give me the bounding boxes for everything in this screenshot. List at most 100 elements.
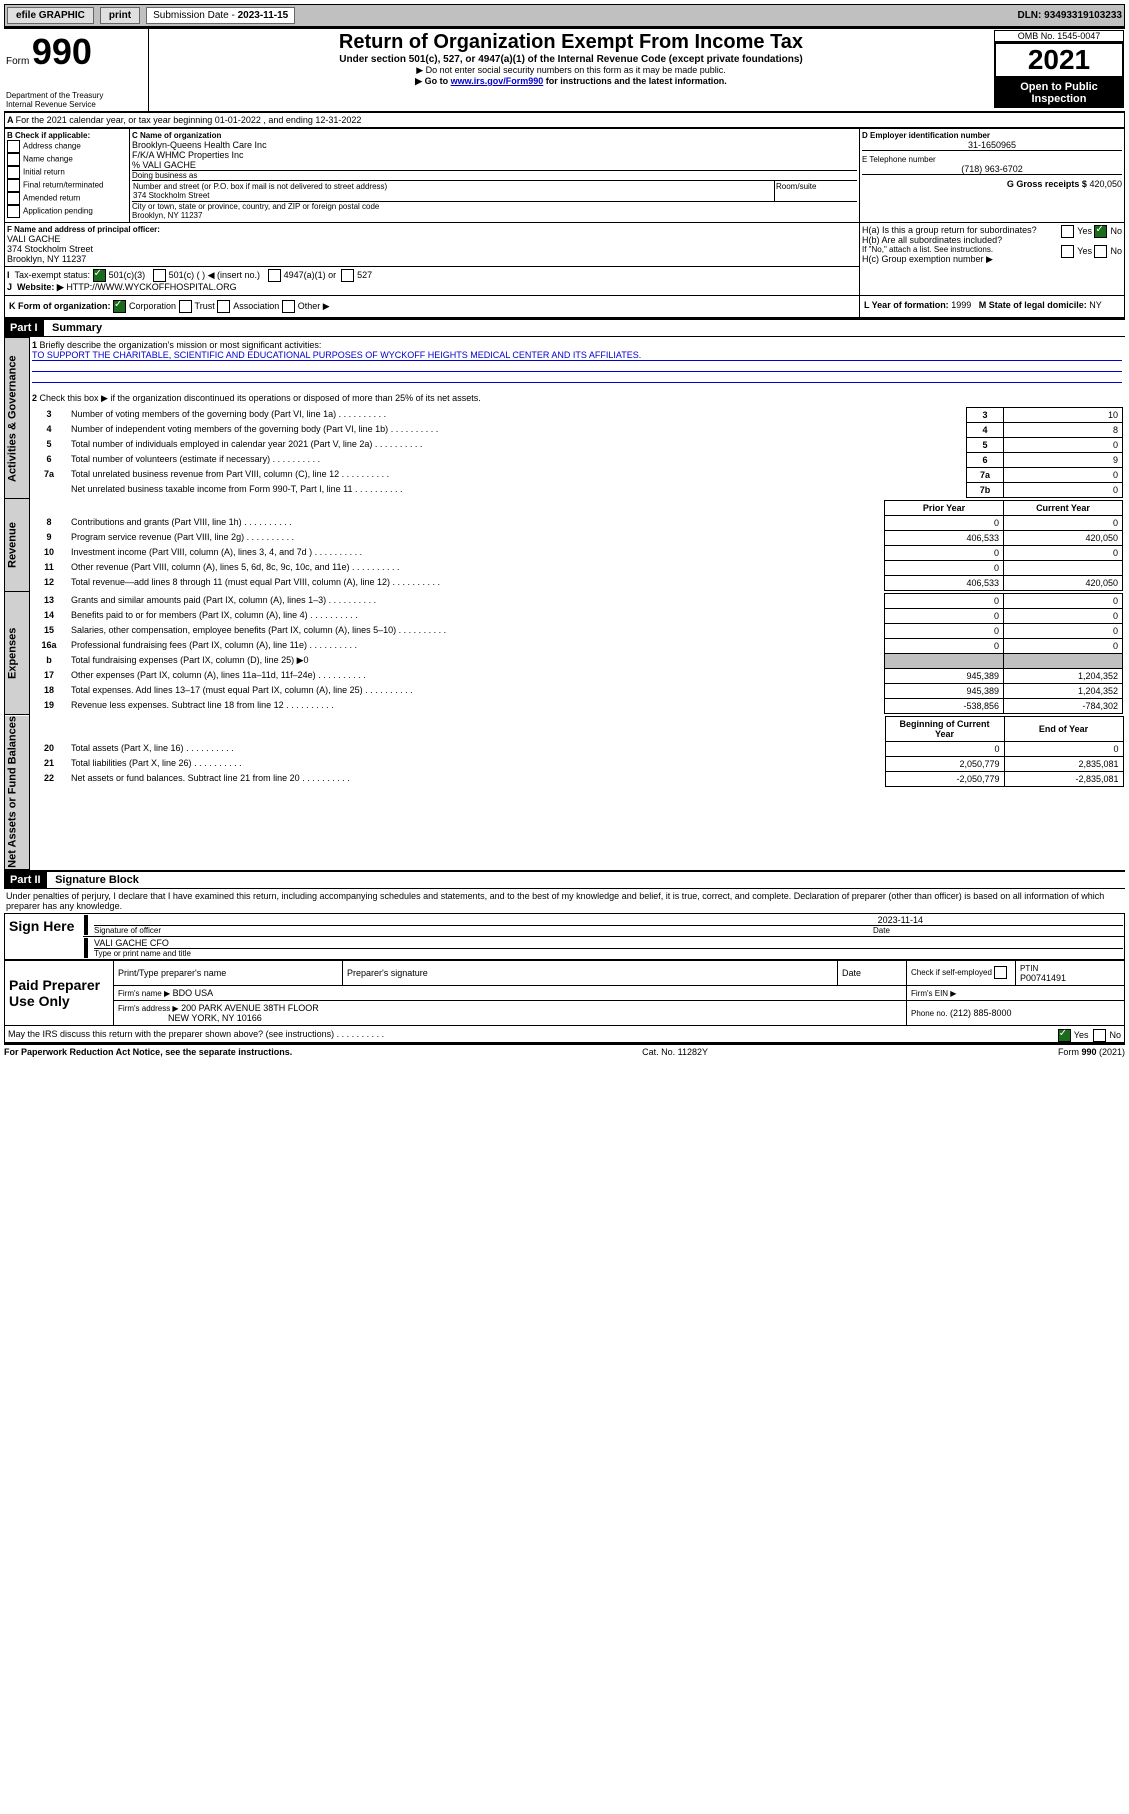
no-label2: No xyxy=(1110,246,1122,256)
org-line: % VALI GACHE xyxy=(132,160,857,170)
goto-pre: ▶ Go to xyxy=(415,76,450,86)
ha-no-checkbox[interactable] xyxy=(1094,225,1107,238)
l-val: 1999 xyxy=(951,300,971,310)
org-line: F/K/A WHMC Properties Inc xyxy=(132,150,857,160)
form-subtitle: Under section 501(c), 527, or 4947(a)(1)… xyxy=(157,54,985,65)
discuss-no-checkbox[interactable] xyxy=(1093,1029,1106,1042)
declaration: Under penalties of perjury, I declare th… xyxy=(4,889,1125,913)
paid-preparer-label: Paid Preparer Use Only xyxy=(5,960,114,1025)
tax-year-line: A For the 2021 calendar year, or tax yea… xyxy=(4,112,1125,128)
note-ssn: ▶ Do not enter social security numbers o… xyxy=(157,65,985,76)
4947-checkbox[interactable] xyxy=(268,269,281,282)
gross-receipts: 420,050 xyxy=(1089,179,1122,189)
firm-name-label: Firm's name ▶ xyxy=(118,989,170,998)
website-value: HTTP://WWW.WYCKOFFHOSPITAL.ORG xyxy=(66,282,236,292)
sign-here: Sign Here xyxy=(5,913,84,959)
q1: Briefly describe the organization's miss… xyxy=(40,340,322,350)
k-checkbox[interactable] xyxy=(217,300,230,313)
hb-no-checkbox[interactable] xyxy=(1094,245,1107,258)
print-button[interactable]: print xyxy=(100,7,140,24)
firm-addr-label: Firm's address ▶ xyxy=(118,1004,179,1013)
g-label: G Gross receipts $ xyxy=(1007,179,1087,189)
firm-phone: (212) 885-8000 xyxy=(950,1008,1012,1018)
k-checkbox[interactable] xyxy=(113,300,126,313)
officer-addr2: Brooklyn, NY 11237 xyxy=(7,254,857,264)
part1-header: Part I xyxy=(4,320,44,336)
officer-name-title: VALI GACHE CFO xyxy=(94,938,1123,948)
527-checkbox[interactable] xyxy=(341,269,354,282)
form-number: 990 xyxy=(32,31,92,72)
ha-yes-checkbox[interactable] xyxy=(1061,225,1074,238)
addr-value: 374 Stockholm Street xyxy=(133,191,209,200)
yes-label3: Yes xyxy=(1074,1030,1089,1040)
ha-label: H(a) Is this a group return for subordin… xyxy=(862,225,1037,235)
pp-name-label: Print/Type preparer's name xyxy=(114,960,343,985)
firm-addr2: NEW YORK, NY 10166 xyxy=(168,1013,262,1023)
dept-label: Department of the Treasury Internal Reve… xyxy=(6,91,146,109)
irs-link[interactable]: www.irs.gov/Form990 xyxy=(451,76,544,86)
officer-name: VALI GACHE xyxy=(7,234,857,244)
b-check[interactable] xyxy=(7,153,20,166)
entity-block: B Check if applicable: Address changeNam… xyxy=(4,128,1125,318)
part1-title: Summary xyxy=(46,322,102,334)
footer-left: For Paperwork Reduction Act Notice, see … xyxy=(4,1047,292,1057)
city-value: Brooklyn, NY 11237 xyxy=(132,211,202,220)
b-check[interactable] xyxy=(7,205,20,218)
q2: Check this box ▶ if the organization dis… xyxy=(40,393,481,403)
ptin-value: P00741491 xyxy=(1020,973,1066,983)
revenue-table: Prior YearCurrent Year8Contributions and… xyxy=(31,500,1123,591)
no-label3: No xyxy=(1109,1030,1121,1040)
note-goto: ▶ Go to www.irs.gov/Form990 for instruct… xyxy=(157,76,985,87)
m-label: M State of legal domicile: xyxy=(979,300,1087,310)
c-label: C Name of organization xyxy=(132,131,857,140)
sub-date-value: 2023-11-15 xyxy=(238,10,289,21)
addr-label: Number and street (or P.O. box if mail i… xyxy=(133,182,387,191)
dln: DLN: 93493319103233 xyxy=(1017,10,1122,21)
j-label: Website: ▶ xyxy=(17,282,64,292)
pp-sig-label: Preparer's signature xyxy=(343,960,838,985)
501c3-label: 501(c)(3) xyxy=(109,270,146,280)
4947-label: 4947(a)(1) or xyxy=(284,270,337,280)
501c3-checkbox[interactable] xyxy=(93,269,106,282)
name-title-label: Type or print name and title xyxy=(94,948,1123,958)
q1-answer: TO SUPPORT THE CHARITABLE, SCIENTIFIC AN… xyxy=(32,350,1122,361)
efile-button[interactable]: efile GRAPHIC xyxy=(7,7,94,24)
501c-checkbox[interactable] xyxy=(153,269,166,282)
self-employed-checkbox[interactable] xyxy=(994,966,1007,979)
b-check[interactable] xyxy=(7,192,20,205)
ein-value: 31-1650965 xyxy=(862,140,1122,150)
open-inspection: Open to Public Inspection xyxy=(994,78,1124,108)
sig-officer-label: Signature of officer xyxy=(94,926,873,935)
tax-year: 2021 xyxy=(994,42,1124,78)
dba-label: Doing business as xyxy=(132,170,857,180)
m-val: NY xyxy=(1089,300,1102,310)
l-label: L Year of formation: xyxy=(864,300,949,310)
no-label: No xyxy=(1110,226,1122,236)
part2-title: Signature Block xyxy=(49,874,139,886)
submission-date: Submission Date - 2023-11-15 xyxy=(146,7,295,24)
room-label: Room/suite xyxy=(775,181,858,202)
discuss-yes-checkbox[interactable] xyxy=(1058,1029,1071,1042)
goto-post: for instructions and the latest informat… xyxy=(543,76,727,86)
firm-phone-label: Phone no. xyxy=(911,1009,947,1018)
b-check[interactable] xyxy=(7,179,20,192)
vlabel-expenses: Expenses xyxy=(5,592,30,715)
yes-label2: Yes xyxy=(1077,246,1092,256)
officer-addr1: 374 Stockholm Street xyxy=(7,244,857,254)
form-header: Form 990 Department of the Treasury Inte… xyxy=(4,27,1125,112)
paid-preparer-table: Paid Preparer Use Only Print/Type prepar… xyxy=(4,960,1125,1026)
hb-yes-checkbox[interactable] xyxy=(1061,245,1074,258)
b-check[interactable] xyxy=(7,140,20,153)
b-check[interactable] xyxy=(7,166,20,179)
527-label: 527 xyxy=(357,270,372,280)
form-label: Form xyxy=(6,56,29,67)
k-checkbox[interactable] xyxy=(179,300,192,313)
footer-right: Form 990 (2021) xyxy=(1058,1047,1125,1057)
discuss-question: May the IRS discuss this return with the… xyxy=(8,1029,334,1039)
ptin-label: PTIN xyxy=(1020,964,1038,973)
hb-label: H(b) Are all subordinates included? xyxy=(862,235,1002,245)
b-label: B Check if applicable: xyxy=(7,131,90,140)
yes-label: Yes xyxy=(1077,226,1092,236)
k-checkbox[interactable] xyxy=(282,300,295,313)
vlabel-governance: Activities & Governance xyxy=(5,338,30,499)
